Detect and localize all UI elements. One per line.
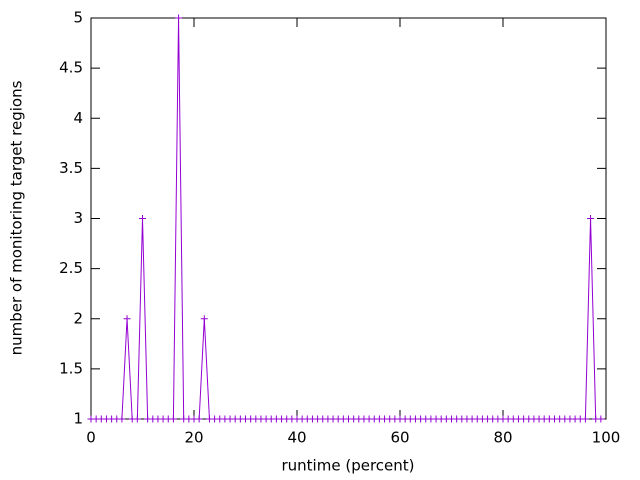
y-tick-label: 4.5: [59, 59, 83, 77]
data-point: [200, 315, 208, 323]
x-axis-label: runtime (percent): [282, 457, 415, 475]
x-tick-label: 80: [493, 429, 512, 447]
data-point: [133, 415, 141, 423]
x-tick-label: 100: [592, 429, 621, 447]
y-tick-label: 5: [73, 9, 83, 27]
data-point: [139, 215, 146, 222]
data-point: [175, 14, 183, 22]
y-tick-label: 3: [73, 209, 83, 227]
data-point: [597, 415, 605, 423]
y-tick-label: 2.5: [59, 259, 83, 277]
plot-frame: [90, 17, 607, 420]
x-tick-label: 0: [86, 429, 96, 447]
y-axis-label: number of monitoring target regions: [8, 80, 26, 355]
y-tick-label: 1.5: [59, 359, 83, 377]
data-point: [118, 415, 126, 423]
y-tick-label: 1: [73, 410, 83, 428]
y-tick-label: 3.5: [59, 159, 83, 177]
data-point: [169, 415, 177, 423]
data-point: [195, 415, 203, 423]
y-tick-label: 4: [73, 109, 83, 127]
data-line: [91, 17, 601, 420]
data-point: [581, 415, 589, 423]
x-tick-label: 60: [390, 429, 409, 447]
data-point: [123, 315, 131, 323]
y-tick-label: 2: [73, 309, 83, 327]
x-tick-label: 20: [184, 429, 203, 447]
x-tick-label: 40: [287, 429, 306, 447]
data-point: [587, 215, 595, 222]
